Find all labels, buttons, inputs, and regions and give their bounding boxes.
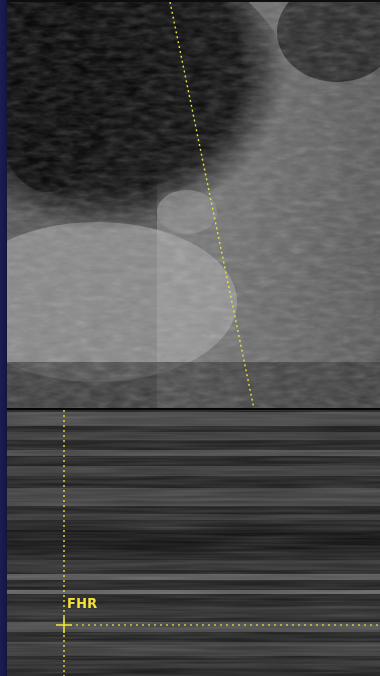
- b-mode-scan: [7, 2, 380, 409]
- cursor-crosshair-icon[interactable]: [56, 617, 72, 633]
- divider: [7, 408, 380, 410]
- m-mode-trace: [7, 410, 380, 676]
- b-mode-image: [7, 2, 380, 409]
- m-mode-scan: [7, 410, 380, 676]
- fhr-label: FHR: [67, 597, 98, 612]
- m-mode-cursor-line[interactable]: [169, 2, 255, 409]
